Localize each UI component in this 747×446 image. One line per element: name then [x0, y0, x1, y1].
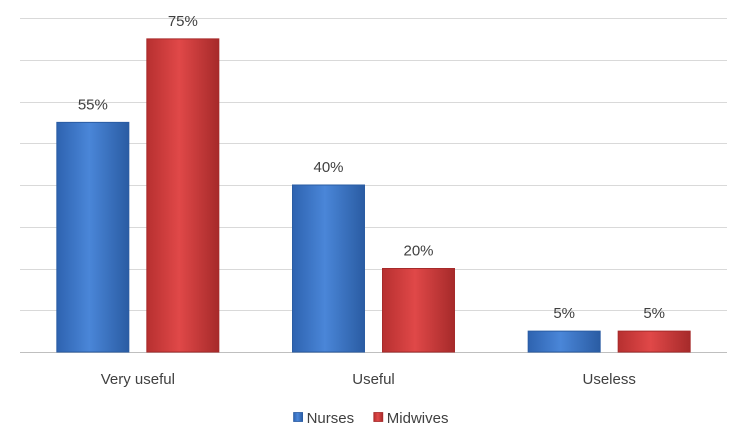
category-labels: Very useful Useful Useless	[101, 371, 636, 388]
legend-label: Midwives	[387, 410, 449, 427]
category-label: Very useful	[101, 371, 175, 388]
gridlines	[20, 18, 727, 353]
legend-swatch	[293, 412, 304, 422]
bar-midwives-useless	[617, 330, 691, 353]
bar-nurses-very-useful	[56, 121, 130, 353]
bar-midwives-very-useful	[146, 38, 220, 353]
bars	[56, 38, 691, 353]
legend-item-nurses: Nurses	[293, 410, 355, 427]
category-label: Useful	[352, 371, 395, 388]
bar-nurses-useless	[527, 330, 601, 353]
category-label: Useless	[582, 371, 635, 388]
data-label: 55%	[78, 96, 108, 113]
data-label: 40%	[313, 159, 343, 176]
bar-midwives-useful	[382, 268, 455, 353]
data-labels: 55% 75% 40% 20% 5% 5%	[78, 13, 665, 322]
legend: Nurses Midwives	[293, 410, 449, 427]
legend-label: Nurses	[307, 410, 355, 427]
data-label: 5%	[643, 305, 665, 322]
data-label: 75%	[168, 13, 198, 30]
legend-item-midwives: Midwives	[373, 410, 449, 427]
data-label: 5%	[553, 305, 575, 322]
bar-nurses-useful	[292, 184, 365, 353]
legend-swatch	[373, 412, 384, 422]
data-label: 20%	[403, 243, 433, 260]
